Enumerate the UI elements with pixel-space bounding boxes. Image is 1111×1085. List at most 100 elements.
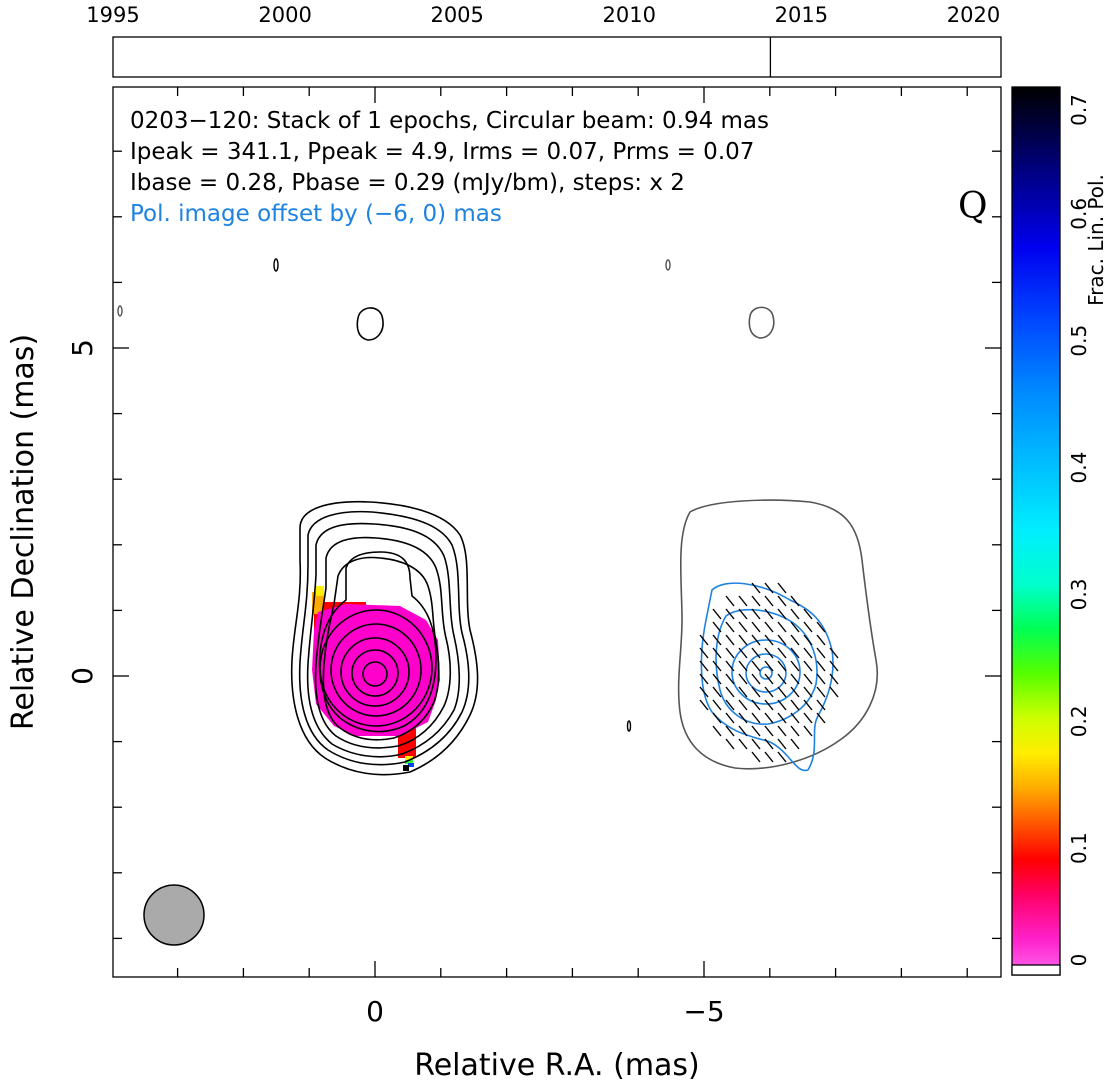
evpa-tick (751, 621, 761, 633)
x-axis-label: Relative R.A. (mas) (414, 1048, 700, 1083)
evpa-tick (712, 634, 722, 646)
evpa-tick (725, 647, 735, 659)
evpa-tick (725, 608, 735, 620)
evpa-tick (764, 647, 774, 659)
evpa-tick (725, 660, 735, 672)
evpa-tick (738, 699, 748, 711)
colorbar-tick-label: 0.2 (1067, 705, 1091, 737)
evpa-tick (764, 595, 774, 607)
i-contour-1 (290, 500, 479, 776)
evpa-tick (764, 725, 774, 737)
evpa-tick (725, 621, 735, 633)
pol-outer-contour (677, 499, 878, 770)
timeline-tick-label: 2005 (430, 3, 483, 27)
map-axis-ticks (113, 87, 1001, 977)
x-tick-label: −5 (683, 995, 724, 1028)
evpa-tick (725, 595, 735, 607)
evpa-tick (712, 699, 722, 711)
evpa-tick (712, 686, 722, 698)
y-axis-label: Relative Declination (mas) (6, 334, 41, 730)
evpa-tick (751, 725, 761, 737)
evpa-tick (751, 699, 761, 711)
evpa-tick (738, 673, 748, 685)
evpa-tick (725, 634, 735, 646)
evpa-tick (790, 595, 800, 607)
colorbar-label: Frac. Lin. Pol. (1084, 174, 1108, 306)
evpa-tick (738, 660, 748, 672)
annotation-line-3: Ibase = 0.28, Pbase = 0.29 (mJy/bm), ste… (130, 170, 685, 196)
timeline-ticks: 1995 2000 2005 2010 2015 2020 (86, 3, 1000, 27)
pol-contour-3 (731, 639, 801, 705)
i-contour-9 (340, 637, 410, 707)
colorbar-tick-label: 0.5 (1067, 325, 1091, 357)
evpa-tick (712, 660, 722, 672)
y-tick-label: 5 (66, 339, 99, 357)
evpa-tick (764, 686, 774, 698)
evpa-tick (816, 686, 826, 698)
x-tick-labels: 0 −5 (366, 995, 725, 1028)
i-contour-north-small (273, 258, 279, 272)
i-contour-5 (322, 556, 440, 741)
pol-outer-north-blob (748, 306, 775, 339)
evpa-tick (803, 699, 813, 711)
colorbar: 0 0.1 0.2 0.3 0.4 0.5 0.6 0.7 Frac. Lin. Pol. (1011, 86, 1108, 976)
evpa-tick (777, 621, 787, 633)
evpa-tick (803, 725, 813, 737)
timeline-tick-label: 2015 (775, 3, 828, 27)
i-contour-north-blob (356, 307, 384, 341)
evpa-tick (777, 673, 787, 685)
beam-ellipse (143, 884, 205, 946)
i-contour-2 (298, 510, 470, 766)
evpa-tick (803, 621, 813, 633)
evpa-tick (790, 634, 800, 646)
evpa-tick (699, 634, 709, 646)
evpa-tick (738, 686, 748, 698)
evpa-tick (751, 751, 761, 763)
evpa-tick (777, 647, 787, 659)
evpa-tick (816, 647, 826, 659)
stokes-i-contours (117, 258, 632, 776)
evpa-tick (790, 673, 800, 685)
evpa-tick (803, 634, 813, 646)
evpa-tick (712, 712, 722, 724)
evpa-tick (751, 686, 761, 698)
evpa-tick (725, 686, 735, 698)
frac-pol-yellow-fringe (316, 586, 324, 596)
evpa-tick (725, 712, 735, 724)
evpa-tick (816, 660, 826, 672)
evpa-tick (777, 686, 787, 698)
frac-pol-green-tail (405, 760, 413, 764)
evpa-tick (738, 712, 748, 724)
evpa-tick (777, 699, 787, 711)
evpa-tick (751, 647, 761, 659)
evpa-tick (738, 634, 748, 646)
colorbar-base-swatch (1011, 964, 1061, 976)
annotation-line-4: Pol. image offset by (−6, 0) mas (130, 201, 502, 227)
evpa-tick (803, 673, 813, 685)
i-contour-10 (351, 649, 399, 697)
i-contour-east-edge (117, 305, 123, 317)
evpa-tick (764, 634, 774, 646)
evpa-tick (777, 660, 787, 672)
evpa-tick (712, 673, 722, 685)
evpa-tick (699, 647, 709, 659)
plot-frame (112, 86, 1002, 978)
evpa-tick (803, 608, 813, 620)
evpa-tick (725, 699, 735, 711)
evpa-tick (764, 608, 774, 620)
colorbar-tick-label: 0.6 (1067, 198, 1091, 230)
evpa-tick (751, 582, 761, 594)
pol-contour-1 (700, 582, 834, 772)
evpa-tick (829, 686, 839, 698)
evpa-tick (777, 608, 787, 620)
band-label: Q (958, 186, 988, 227)
evpa-tick (751, 634, 761, 646)
evpa-tick (725, 738, 735, 750)
evpa-tick (725, 673, 735, 685)
evpa-tick (738, 725, 748, 737)
evpa-tick (803, 712, 813, 724)
pol-outer-small (665, 259, 671, 271)
evpa-tick (751, 608, 761, 620)
evpa-tick (764, 712, 774, 724)
